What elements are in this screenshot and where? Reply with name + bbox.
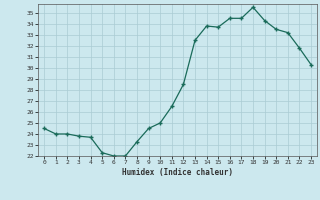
X-axis label: Humidex (Indice chaleur): Humidex (Indice chaleur) bbox=[122, 168, 233, 177]
